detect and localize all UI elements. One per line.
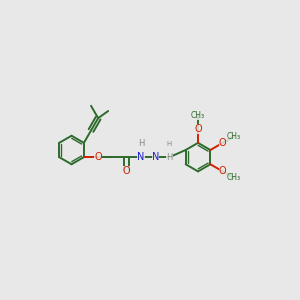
- Text: O: O: [123, 167, 130, 176]
- Text: H: H: [167, 141, 172, 147]
- Text: O: O: [219, 167, 226, 176]
- Text: O: O: [94, 152, 102, 162]
- Text: O: O: [194, 124, 202, 134]
- Text: N: N: [137, 152, 145, 162]
- Text: CH₃: CH₃: [191, 111, 205, 120]
- Text: N: N: [152, 152, 159, 162]
- Text: O: O: [219, 138, 226, 148]
- Text: CH₃: CH₃: [227, 132, 241, 141]
- Text: CH₃: CH₃: [227, 173, 241, 182]
- Text: H: H: [138, 139, 144, 148]
- Text: H: H: [166, 153, 173, 162]
